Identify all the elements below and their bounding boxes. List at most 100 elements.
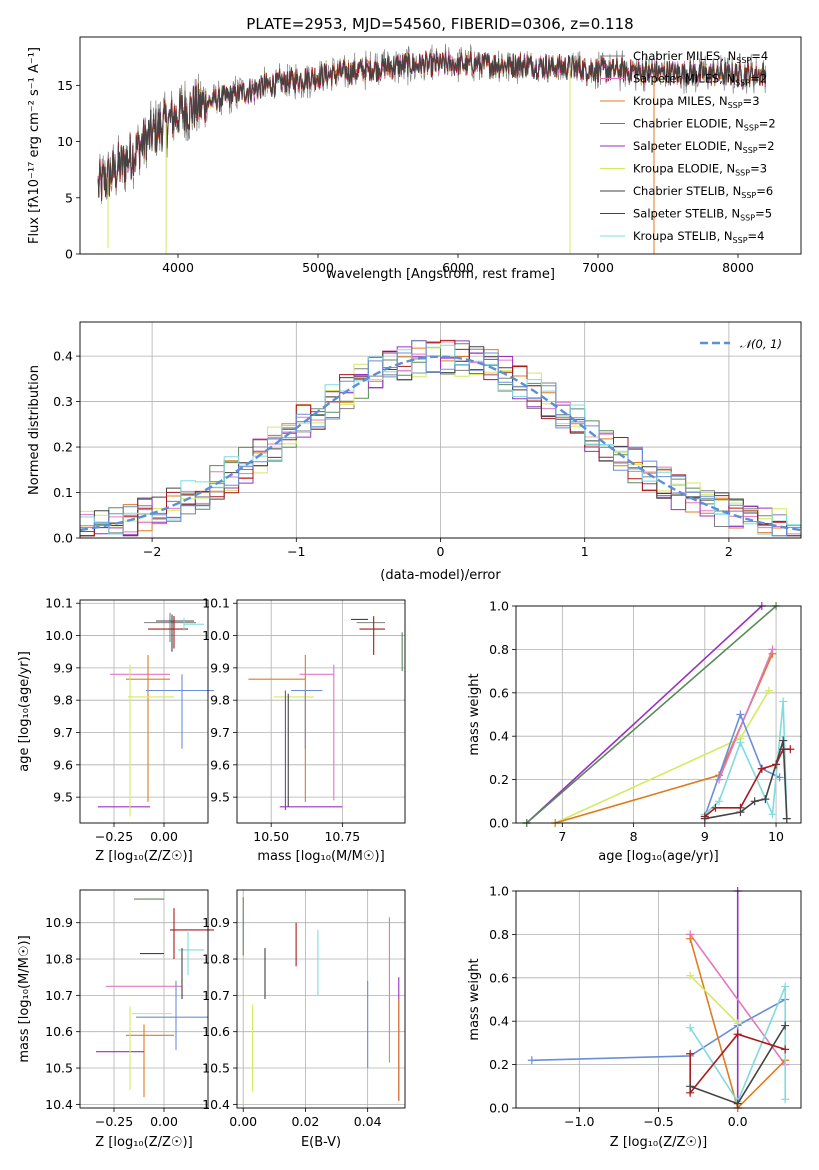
- normal-curve: [79, 355, 802, 532]
- legend-nssp-value: 4: [757, 229, 764, 243]
- legend-label: Salpeter STELIB, NSSP=5: [633, 207, 772, 223]
- weight-marker: [736, 738, 745, 747]
- x-tick-label: 2: [725, 544, 733, 559]
- x-tick-label: 5000: [302, 260, 334, 275]
- mass-weight-vs-age-panel: 7 8 9 10 0.0 0.2 0.4 0.6 0.8 1.0 age [log₁₀(age/yr…: [467, 599, 802, 864]
- axes-frame: [236, 599, 406, 824]
- legend-eq: =: [759, 117, 769, 131]
- x-tick-label: 0.02: [292, 1114, 320, 1129]
- legend-eq: =: [743, 94, 753, 108]
- legend-nssp-label: , N: [725, 184, 741, 198]
- x-tick-label: 10.75: [324, 829, 360, 844]
- legend-nssp-value: 3: [760, 162, 767, 176]
- weight-marker: [768, 810, 777, 819]
- legend-eq: =: [748, 229, 758, 243]
- y-axis-label: mass [log₁₀(M/M☉)]: [17, 935, 32, 1062]
- weight-marker: [686, 1023, 695, 1032]
- legend-label: Salpeter MILES, NSSP=2: [633, 72, 767, 88]
- legend-label: Chabrier ELODIE, NSSP=2: [633, 117, 776, 133]
- x-tick-label: 7000: [582, 260, 614, 275]
- x-axis-label: wavelength [Angstrom, rest frame]: [326, 267, 555, 282]
- x-axis-label: Z [log₁₀(Z/Z☉)]: [610, 1135, 707, 1150]
- y-tick-label: 10.8: [45, 952, 73, 967]
- weight-marker: [733, 1019, 742, 1028]
- mass-weight-vs-metallicity-panel: −1.0 −0.5 0.0 0.0 0.2 0.4 0.6 0.8 1.0 Z [log₁₀(Z/…: [467, 884, 802, 1150]
- legend-label: Chabrier MILES, NSSP=4: [633, 49, 768, 65]
- weight-marker: [775, 773, 784, 782]
- histogram-step: [80, 340, 801, 537]
- weight-marker: [686, 1049, 695, 1058]
- weight-marker: [768, 645, 777, 654]
- legend-nssp-label: , N: [719, 162, 735, 176]
- legend-label: 𝒩(0, 1): [740, 337, 782, 351]
- y-tick-label: 9.9: [210, 660, 230, 675]
- weight-marker: [733, 1099, 742, 1108]
- legend-subscript: SSP: [741, 191, 756, 200]
- weight-marker: [700, 814, 709, 823]
- weight-marker: [781, 1045, 790, 1054]
- weight-marker: [715, 797, 724, 806]
- mass-vs-metallicity-panel: −0.25 0.00 10.4 10.5 10.6 10.7 10.8 10.9 Z [log₁…: [17, 889, 214, 1150]
- x-tick-label: 10: [768, 829, 784, 844]
- weight-marker: [527, 1056, 536, 1065]
- weight-marker: [757, 764, 766, 773]
- x-tick-label: 9: [701, 829, 709, 844]
- y-axis-label: mass weight: [467, 673, 482, 755]
- x-axis-label: age [log₁₀(age/yr)]: [598, 849, 719, 864]
- legend-nssp-label: , N: [719, 72, 735, 86]
- y-tick-label: 10.4: [202, 1097, 230, 1112]
- x-tick-label: 0.04: [354, 1114, 382, 1129]
- y-tick-label: 0.8: [489, 642, 509, 657]
- y-tick-label: 0.4: [489, 1014, 509, 1029]
- x-axis-label: mass [log₁₀(M/M☉)]: [257, 849, 384, 864]
- weight-marker: [733, 1030, 742, 1039]
- y-tick-label: 9.5: [210, 790, 230, 805]
- legend-subscript: SSP: [740, 214, 755, 223]
- histogram-step: [80, 344, 801, 535]
- y-tick-label: 0.6: [489, 685, 509, 700]
- legend-eq: =: [750, 72, 760, 86]
- y-tick-label: 10.6: [45, 1024, 73, 1039]
- legend-series-name: Kroupa MILES: [633, 94, 712, 108]
- legend-series-name: Kroupa ELODIE: [633, 162, 719, 176]
- legend-label: Kroupa ELODIE, NSSP=3: [633, 162, 767, 178]
- x-tick-label: 1: [581, 544, 589, 559]
- weight-marker: [736, 808, 745, 817]
- y-tick-label: 0.0: [53, 531, 73, 546]
- weight-marker: [761, 795, 770, 804]
- legend-nssp-value: 2: [760, 72, 767, 86]
- y-tick-label: 1.0: [489, 884, 509, 899]
- y-tick-label: 9.9: [53, 660, 73, 675]
- weight-line: [689, 933, 786, 1066]
- legend-nssp-label: , N: [712, 94, 728, 108]
- y-tick-label: 9.8: [210, 693, 230, 708]
- x-tick-label: 10.50: [253, 829, 289, 844]
- y-tick-label: 0.1: [53, 485, 73, 500]
- y-axis-label: age [log₁₀(age/yr)]: [17, 651, 32, 772]
- weight-line: [526, 605, 777, 824]
- legend-eq: =: [756, 184, 766, 198]
- y-tick-label: 0.8: [489, 927, 509, 942]
- y-tick-label: 5: [65, 190, 73, 205]
- legend-eq: =: [750, 162, 760, 176]
- x-tick-label: −1: [287, 544, 305, 559]
- axes-frame: [79, 36, 802, 255]
- x-tick-label: 0: [437, 544, 445, 559]
- y-tick-label: 10.0: [202, 628, 230, 643]
- y-tick-label: 10.6: [202, 1024, 230, 1039]
- y-tick-label: 10.7: [202, 988, 230, 1003]
- y-tick-label: 10.7: [45, 988, 73, 1003]
- y-tick-label: 0.0: [489, 1101, 509, 1116]
- weight-marker: [686, 934, 695, 943]
- legend-label: Chabrier STELIB, NSSP=6: [633, 184, 773, 200]
- legend-series-name: Chabrier MILES: [633, 49, 720, 63]
- x-tick-label: 6000: [442, 260, 474, 275]
- y-tick-label: 10.1: [45, 596, 73, 611]
- legend-eq: =: [751, 49, 761, 63]
- x-tick-label: −2: [143, 544, 161, 559]
- legend-subscript: SSP: [744, 124, 759, 133]
- weight-marker: [686, 1082, 695, 1091]
- mass-vs-reddening-panel: 0.00 0.02 0.04 10.4 10.5 10.6 10.7 10.8 10.9 E(B-…: [202, 889, 406, 1150]
- weight-marker: [750, 797, 759, 806]
